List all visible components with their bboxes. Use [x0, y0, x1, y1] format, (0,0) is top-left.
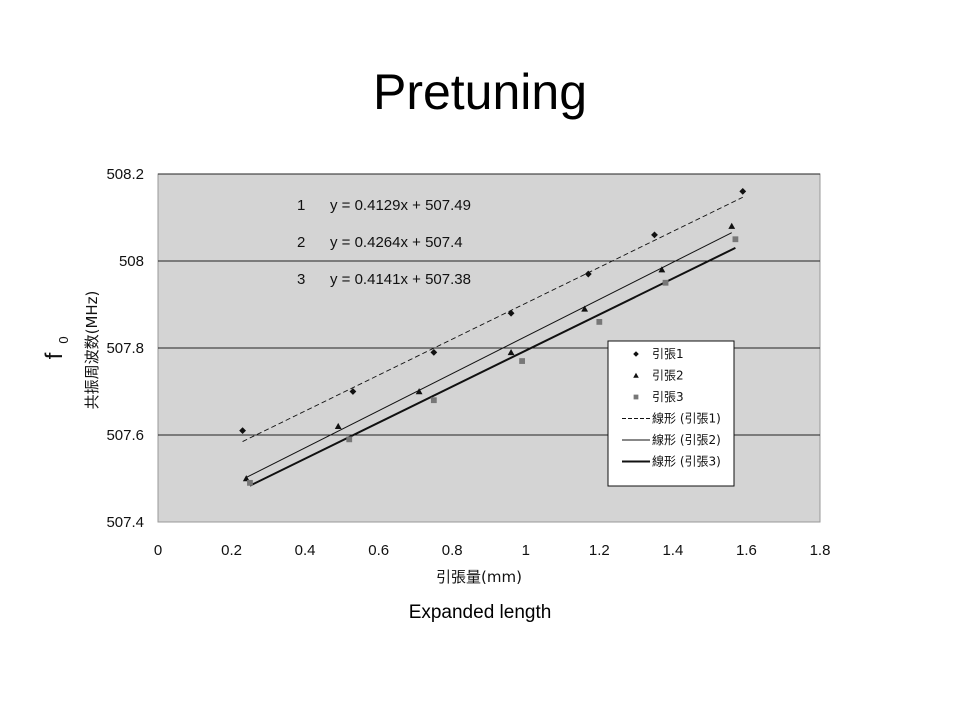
series-1-point-1	[239, 427, 246, 435]
legend-marker-1	[633, 351, 639, 357]
x-tick-label-9: 1.8	[810, 542, 831, 559]
x-tick-label-0: 0	[154, 542, 162, 559]
equation-text-3: y = 0.4141x + 507.38	[330, 271, 471, 288]
y-axis-symbol: f	[41, 352, 68, 359]
series-2-point-7	[728, 222, 736, 229]
x-tick-label-5: 1	[522, 542, 530, 559]
x-tick-label-8: 1.6	[736, 542, 757, 559]
series-3-point-1	[247, 479, 253, 486]
series-3-point-5	[596, 319, 603, 325]
series-2-point-3	[415, 388, 423, 395]
x-axis-title: 引張量(mm)	[436, 568, 522, 586]
series-3-point-3	[430, 397, 437, 404]
series-3-point-6	[662, 279, 669, 286]
legend-trend-label-1: 線形 (引張1)	[652, 411, 721, 426]
legend-trend-label-2: 線形 (引張2)	[652, 432, 721, 447]
slide-caption: Expanded length	[408, 602, 552, 623]
series-1-point-7	[739, 188, 747, 195]
legend-marker-3	[633, 394, 639, 400]
series-3-point-4	[519, 358, 525, 364]
equation-index-2: 2	[297, 234, 305, 251]
series-1-point-5	[584, 270, 592, 278]
series-2-point-1	[242, 475, 250, 482]
legend-label-1: 引張1	[652, 347, 684, 361]
equation-text-1: y = 0.4129x + 507.49	[330, 197, 471, 214]
trendline-3	[249, 246, 736, 487]
x-tick-label-2: 0.4	[295, 542, 316, 559]
legend-label-3: 引張3	[652, 390, 684, 404]
equation-index-1: 1	[297, 197, 305, 214]
y-tick-label-2: 507.8	[106, 340, 144, 357]
x-tick-label-1: 0.2	[221, 542, 242, 559]
trendline-2	[246, 232, 732, 478]
series-1-point-3	[430, 348, 438, 356]
x-tick-label-4: 0.8	[442, 542, 463, 559]
trendline-1	[242, 196, 743, 442]
x-tick-label-7: 1.4	[662, 542, 683, 559]
equation-index-3: 3	[297, 271, 305, 288]
series-1-point-6	[651, 231, 658, 239]
series-1-point-2	[349, 388, 357, 395]
series-2-point-6	[658, 266, 666, 273]
y-tick-label-4: 508.2	[106, 166, 144, 183]
series-2-point-2	[334, 422, 342, 430]
legend-marker-2	[633, 372, 639, 378]
series-1-point-4	[507, 309, 515, 317]
series-2-point-5	[581, 305, 589, 312]
y-tick-label-1: 507.6	[106, 427, 144, 444]
series-2-point-4	[507, 348, 515, 356]
y-axis-symbol-subscript: 0	[56, 336, 71, 343]
equation-text-2: y = 0.4264x + 507.4	[330, 234, 463, 251]
series-3-point-7	[732, 236, 739, 243]
y-tick-label-3: 508	[119, 253, 144, 270]
x-tick-label-6: 1.2	[589, 542, 610, 559]
y-tick-label-0: 507.4	[106, 514, 144, 531]
series-3-point-2	[346, 436, 353, 443]
legend-label-2: 引張2	[652, 369, 684, 383]
x-tick-label-3: 0.6	[368, 542, 389, 559]
y-axis-title: 共振周波数(MHz)	[83, 291, 101, 410]
slide-title: Pretuning	[372, 64, 588, 120]
legend-trend-label-3: 線形 (引張3)	[652, 454, 721, 469]
